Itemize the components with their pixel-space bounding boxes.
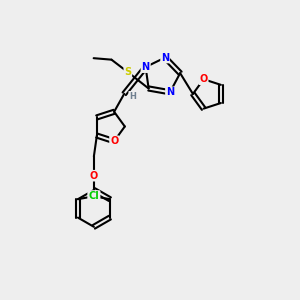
Text: Cl: Cl bbox=[88, 191, 99, 201]
Text: N: N bbox=[161, 52, 169, 62]
Text: N: N bbox=[166, 87, 174, 97]
Text: N: N bbox=[142, 62, 150, 72]
Text: Cl: Cl bbox=[89, 191, 100, 201]
Text: O: O bbox=[200, 74, 208, 84]
Text: O: O bbox=[90, 171, 98, 181]
Text: O: O bbox=[110, 136, 118, 146]
Text: N: N bbox=[142, 62, 150, 72]
Text: S: S bbox=[124, 67, 131, 77]
Text: H: H bbox=[129, 92, 136, 101]
